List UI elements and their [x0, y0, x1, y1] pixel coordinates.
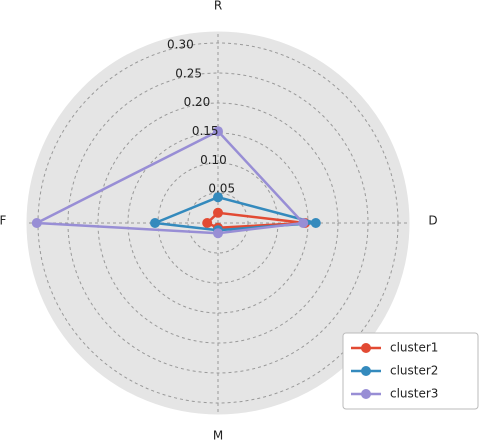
grid-ring — [187, 192, 249, 254]
point — [298, 218, 309, 228]
legend-box — [342, 332, 479, 410]
r-tick-label: 0.25 — [175, 66, 202, 80]
legend-marker — [361, 389, 371, 399]
category-label: M — [213, 429, 223, 443]
r-tick-label: 0.15 — [192, 124, 219, 138]
legend-label: cluster2 — [390, 364, 438, 378]
grid-ring — [67, 72, 369, 374]
r-tick-label: 0.30 — [167, 37, 194, 51]
labels-layer: R F M D 0.05 0.10 0.15 0.20 0.25 0.30 — [0, 0, 438, 443]
legend-label: cluster1 — [390, 341, 438, 355]
point — [213, 192, 223, 203]
r-tick-label: 0.20 — [184, 95, 211, 109]
point — [150, 218, 160, 228]
grid-ring — [97, 102, 339, 344]
legend: cluster1 cluster2 cluster3 — [351, 341, 438, 401]
point — [213, 228, 223, 239]
category-label: F — [0, 214, 7, 228]
point — [202, 218, 213, 228]
legend-label: cluster3 — [390, 387, 438, 401]
category-label: R — [214, 0, 222, 13]
category-label: D — [428, 214, 437, 228]
r-tick-label: 0.05 — [208, 182, 235, 196]
point — [31, 218, 42, 228]
point — [213, 207, 223, 218]
r-tick-label: 0.10 — [200, 153, 227, 167]
legend-marker — [361, 343, 371, 353]
point — [310, 218, 321, 228]
series-layer — [31, 126, 321, 239]
legend-marker — [361, 366, 371, 376]
point — [213, 126, 223, 137]
